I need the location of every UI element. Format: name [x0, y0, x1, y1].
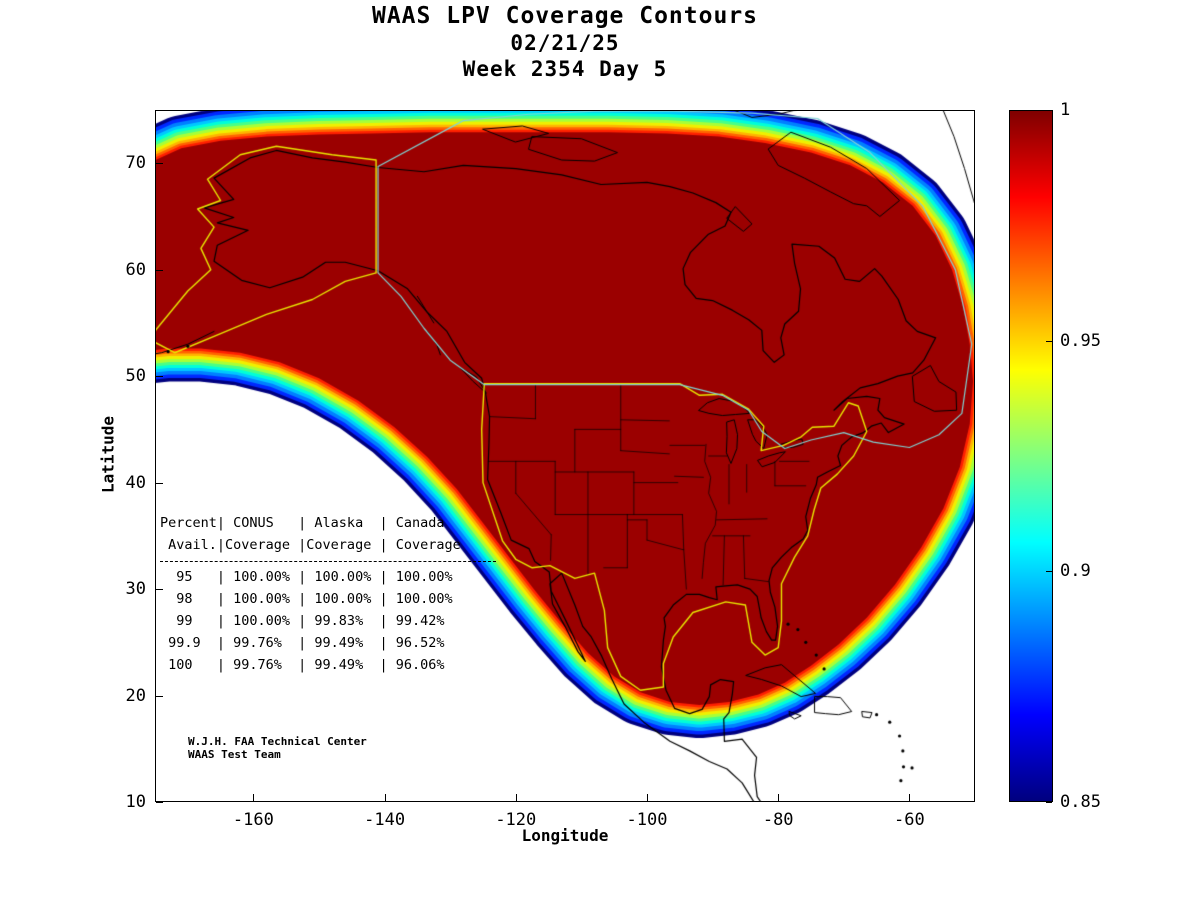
y-tick-label: 10 — [125, 792, 146, 812]
x-tick-label: -120 — [495, 810, 537, 830]
coverage-table-header2: Avail.|Coverage |Coverage | Coverage — [160, 537, 461, 553]
credit-line1: W.J.H. FAA Technical Center — [188, 735, 367, 748]
coverage-map-canvas — [155, 110, 975, 802]
chart-title-block: WAAS LPV Coverage Contours 02/21/25 Week… — [155, 2, 975, 82]
chart-week-day: Week 2354 Day 5 — [462, 57, 668, 81]
coverage-table-row: 98 | 100.00% | 100.00% | 100.00% — [160, 591, 453, 607]
colorbar-tick-mark — [1046, 340, 1052, 342]
chart-date: 02/21/25 — [510, 31, 620, 55]
y-tick-label: 50 — [125, 366, 146, 387]
chart-title: WAAS LPV Coverage Contours — [371, 3, 759, 29]
y-tick-mark — [156, 269, 163, 271]
coverage-table-header1: Percent| CONUS | Alaska | Canada — [160, 515, 445, 531]
colorbar-tick-mark — [1046, 110, 1052, 111]
y-tick-mark — [156, 482, 163, 484]
x-tick-label: -80 — [762, 810, 794, 830]
x-tick-mark — [253, 794, 255, 801]
colorbar-tick-label: 0.95 — [1060, 330, 1101, 351]
colorbar-tick-label: 1 — [1060, 100, 1071, 120]
x-tick-mark — [384, 794, 386, 801]
colorbar-tick-mark — [1046, 571, 1052, 573]
colorbar — [1009, 110, 1053, 802]
credit-annotation: W.J.H. FAA Technical Center WAAS Test Te… — [188, 735, 367, 761]
x-tick-mark — [647, 794, 648, 801]
x-tick-mark — [515, 794, 517, 801]
coverage-table-row: 99 | 100.00% | 99.83% | 99.42% — [160, 613, 445, 629]
y-tick-label: 40 — [125, 472, 146, 493]
y-tick-mark — [156, 589, 163, 591]
y-tick-mark — [156, 376, 163, 378]
coverage-table: Percent| CONUS | Alaska | Canada Avail.|… — [160, 512, 496, 676]
x-axis-label: Longitude — [521, 826, 609, 845]
y-tick-mark — [156, 695, 163, 697]
colorbar-tick-mark — [1046, 802, 1052, 803]
colorbar-tick-label: 0.9 — [1060, 561, 1091, 582]
y-tick-mark — [156, 802, 163, 803]
coverage-table-row: 95 | 100.00% | 100.00% | 100.00% — [160, 569, 453, 585]
y-axis-label: Latitude — [98, 415, 118, 494]
x-tick-label: -140 — [364, 810, 406, 830]
coverage-table-divider — [160, 561, 496, 562]
credit-line2: WAAS Test Team — [188, 748, 281, 761]
coverage-table-row: 100 | 99.76% | 99.49% | 96.06% — [160, 657, 445, 673]
x-tick-label: -100 — [626, 810, 668, 830]
y-tick-label: 60 — [125, 259, 146, 280]
y-tick-label: 20 — [125, 685, 146, 706]
y-tick-label: 30 — [125, 579, 146, 600]
x-tick-mark — [778, 794, 780, 801]
x-tick-label: -60 — [894, 810, 925, 830]
x-tick-label: -160 — [232, 810, 274, 830]
x-tick-mark — [909, 794, 911, 801]
coverage-table-row: 99.9 | 99.76% | 99.49% | 96.52% — [160, 635, 445, 651]
colorbar-tick-label: 0.85 — [1060, 792, 1101, 812]
y-tick-label: 70 — [125, 153, 146, 174]
y-tick-mark — [156, 163, 163, 165]
